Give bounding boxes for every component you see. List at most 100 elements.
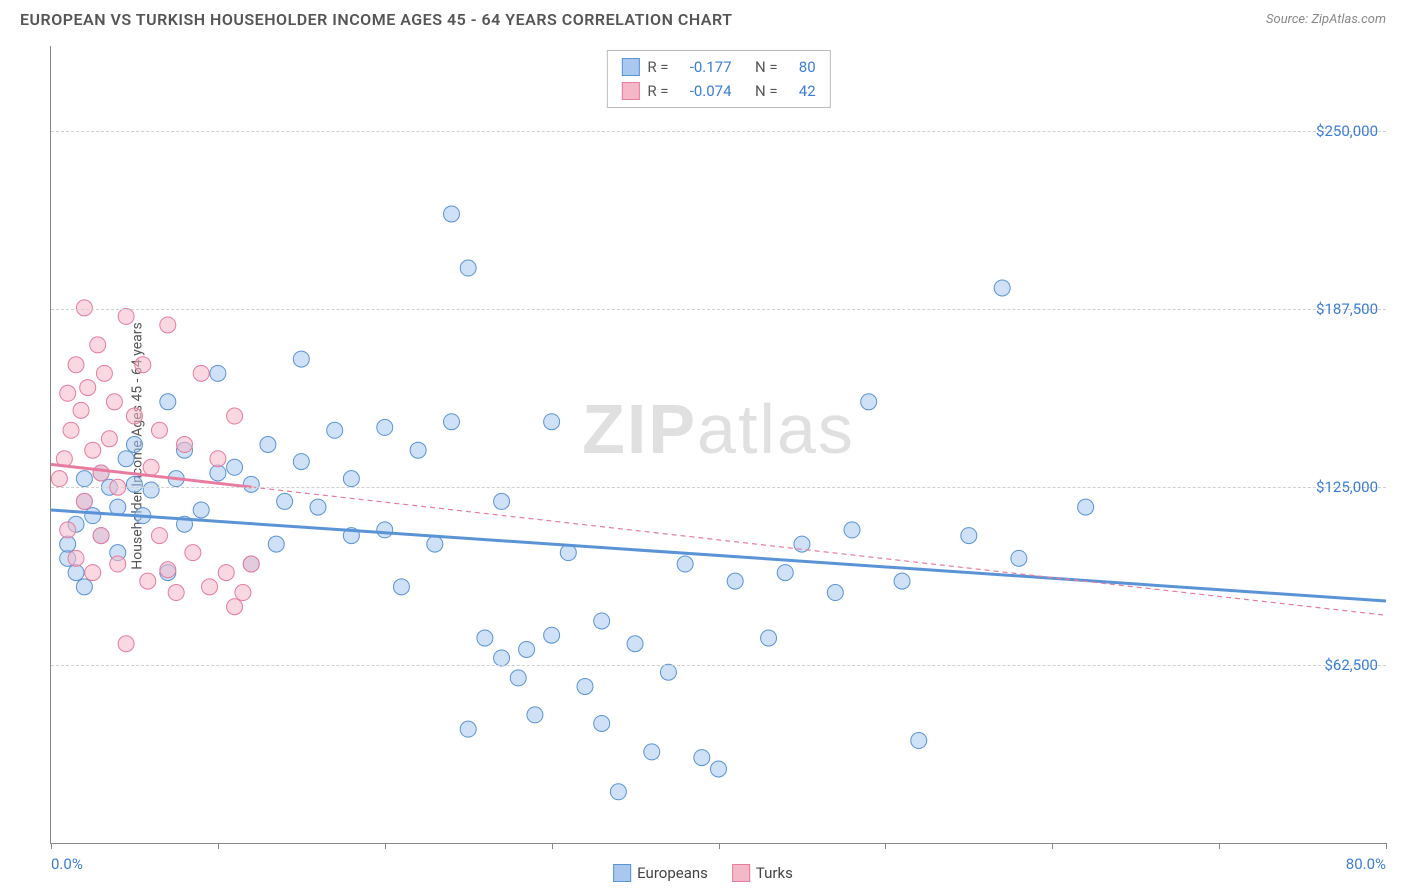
data-point bbox=[68, 357, 84, 373]
gridline bbox=[51, 665, 1386, 666]
legend-item: Turks bbox=[732, 864, 793, 882]
n-value: 42 bbox=[786, 79, 816, 103]
data-point bbox=[118, 308, 134, 324]
legend-swatch bbox=[613, 864, 631, 882]
data-point bbox=[63, 422, 79, 438]
data-point bbox=[377, 419, 393, 435]
chart-title: EUROPEAN VS TURKISH HOUSEHOLDER INCOME A… bbox=[20, 10, 732, 29]
data-point bbox=[210, 451, 226, 467]
data-point bbox=[677, 556, 693, 572]
data-point bbox=[494, 650, 510, 666]
data-point bbox=[193, 502, 209, 518]
stats-row: R =-0.074 N =42 bbox=[621, 79, 815, 103]
legend-swatch bbox=[621, 82, 639, 100]
data-point bbox=[93, 528, 109, 544]
data-point bbox=[243, 556, 259, 572]
data-point bbox=[277, 493, 293, 509]
data-point bbox=[60, 385, 76, 401]
data-point bbox=[911, 733, 927, 749]
x-tick bbox=[719, 843, 720, 849]
data-point bbox=[544, 627, 560, 643]
data-point bbox=[68, 565, 84, 581]
data-point bbox=[994, 280, 1010, 296]
data-point bbox=[293, 454, 309, 470]
data-point bbox=[160, 317, 176, 333]
data-point bbox=[151, 528, 167, 544]
data-point bbox=[761, 630, 777, 646]
gridline bbox=[51, 487, 1386, 488]
y-tick-label: $125,000 bbox=[1316, 478, 1378, 496]
data-point bbox=[93, 465, 109, 481]
data-point bbox=[827, 585, 843, 601]
data-point bbox=[777, 565, 793, 581]
data-point bbox=[594, 715, 610, 731]
data-point bbox=[444, 206, 460, 222]
data-point bbox=[85, 565, 101, 581]
data-point bbox=[544, 414, 560, 430]
data-point bbox=[140, 573, 156, 589]
data-point bbox=[76, 579, 92, 595]
data-point bbox=[202, 579, 218, 595]
data-point bbox=[694, 750, 710, 766]
data-point bbox=[73, 402, 89, 418]
data-point bbox=[193, 365, 209, 381]
data-point bbox=[444, 414, 460, 430]
data-point bbox=[126, 476, 142, 492]
y-tick-label: $250,000 bbox=[1316, 122, 1378, 140]
r-value: -0.177 bbox=[677, 55, 732, 79]
data-point bbox=[393, 579, 409, 595]
chart-plot-area: ZIPatlas R =-0.177 N =80R =-0.074 N =42 … bbox=[50, 46, 1386, 844]
data-point bbox=[160, 394, 176, 410]
r-value: -0.074 bbox=[677, 79, 732, 103]
y-tick-label: $62,500 bbox=[1324, 656, 1378, 674]
data-point bbox=[660, 664, 676, 680]
x-axis-min-label: 0.0% bbox=[51, 855, 83, 873]
data-point bbox=[477, 630, 493, 646]
data-point bbox=[51, 471, 67, 487]
x-tick bbox=[1386, 843, 1387, 849]
data-point bbox=[68, 550, 84, 566]
trend-line-dashed bbox=[251, 487, 1386, 615]
data-point bbox=[126, 408, 142, 424]
data-point bbox=[243, 476, 259, 492]
data-point bbox=[143, 482, 159, 498]
trend-line bbox=[51, 510, 1386, 601]
data-point bbox=[60, 522, 76, 538]
data-point bbox=[844, 522, 860, 538]
data-point bbox=[185, 545, 201, 561]
stats-row: R =-0.177 N =80 bbox=[621, 55, 815, 79]
n-label: N = bbox=[755, 79, 778, 103]
data-point bbox=[80, 380, 96, 396]
data-point bbox=[711, 761, 727, 777]
data-point bbox=[310, 499, 326, 515]
data-point bbox=[377, 522, 393, 538]
data-point bbox=[227, 599, 243, 615]
n-label: N = bbox=[755, 55, 778, 79]
data-point bbox=[76, 471, 92, 487]
data-point bbox=[76, 300, 92, 316]
data-point bbox=[218, 565, 234, 581]
data-point bbox=[594, 613, 610, 629]
data-point bbox=[1078, 499, 1094, 515]
chart-header: EUROPEAN VS TURKISH HOUSEHOLDER INCOME A… bbox=[0, 0, 1406, 35]
data-point bbox=[268, 536, 284, 552]
chart-source: Source: ZipAtlas.com bbox=[1266, 12, 1386, 27]
data-point bbox=[106, 394, 122, 410]
data-point bbox=[460, 260, 476, 276]
x-tick bbox=[1052, 843, 1053, 849]
legend-label: Europeans bbox=[637, 864, 708, 882]
data-point bbox=[90, 337, 106, 353]
data-point bbox=[135, 357, 151, 373]
legend-item: Europeans bbox=[613, 864, 708, 882]
gridline bbox=[51, 131, 1386, 132]
data-point bbox=[210, 465, 226, 481]
data-point bbox=[85, 442, 101, 458]
stats-legend-box: R =-0.177 N =80R =-0.074 N =42 bbox=[606, 50, 830, 108]
data-point bbox=[1011, 550, 1027, 566]
data-point bbox=[961, 528, 977, 544]
data-point bbox=[177, 437, 193, 453]
data-point bbox=[861, 394, 877, 410]
legend-label: Turks bbox=[756, 864, 793, 882]
data-point bbox=[168, 585, 184, 601]
data-point bbox=[327, 422, 343, 438]
